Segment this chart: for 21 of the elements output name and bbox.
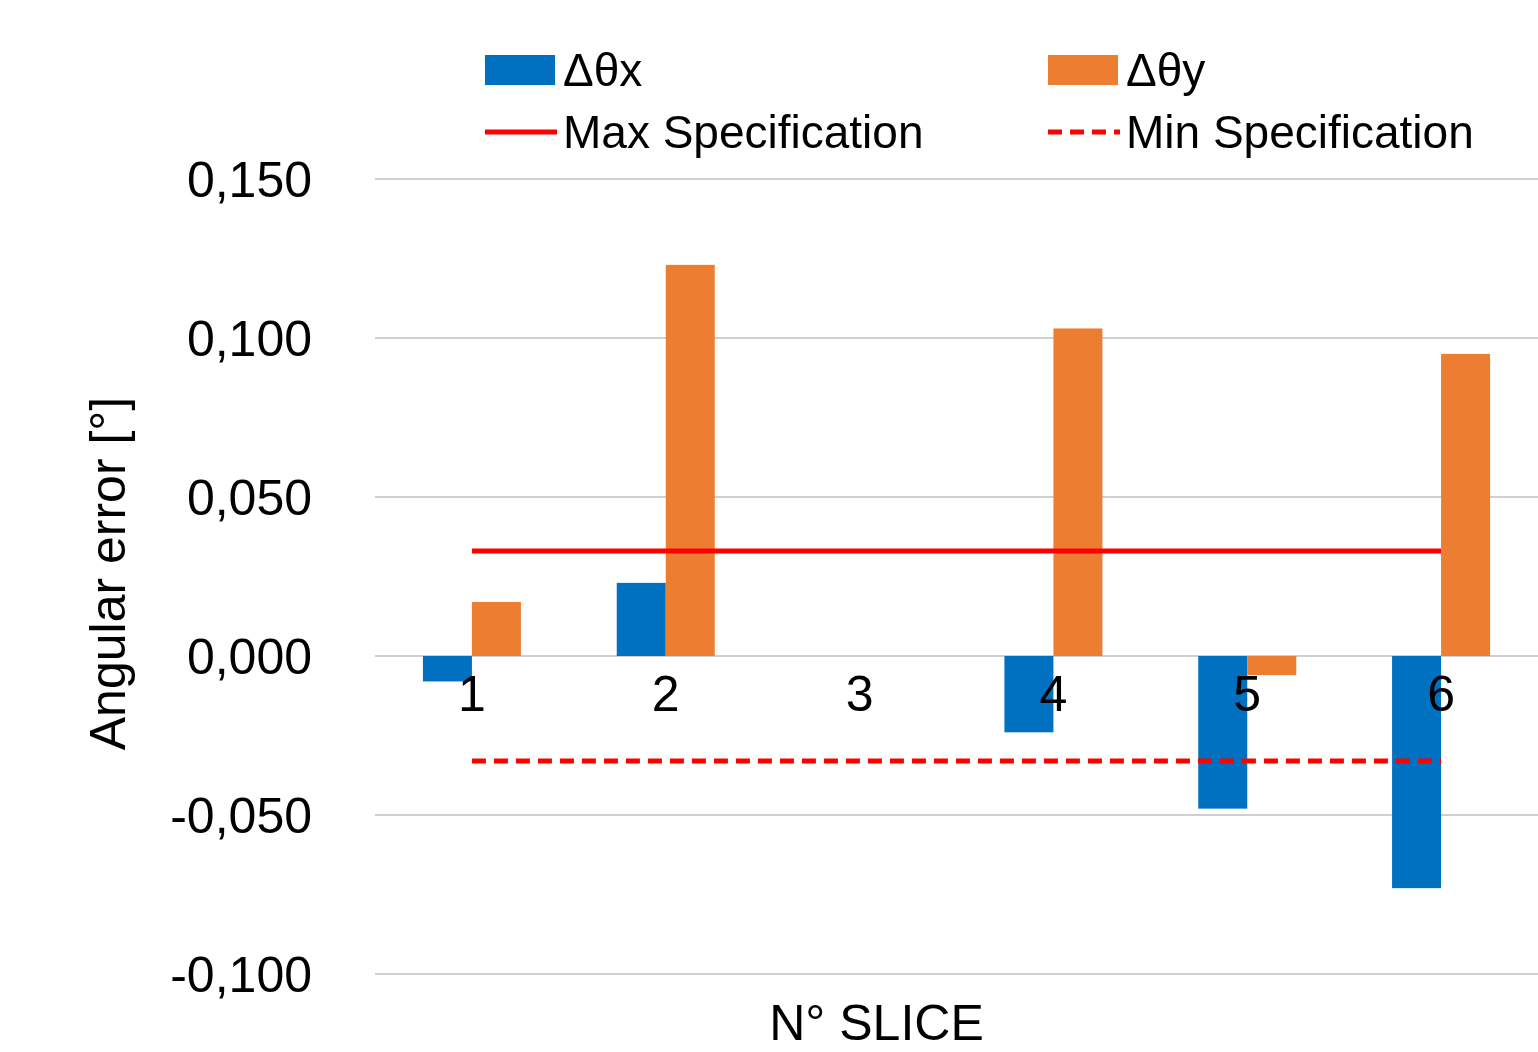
y-tick-label: -0,100 bbox=[170, 946, 312, 1003]
bar bbox=[616, 582, 666, 656]
x-tick-label: 2 bbox=[651, 666, 680, 722]
x-tick-label: 3 bbox=[845, 666, 874, 722]
x-axis-title: N° SLICE bbox=[769, 995, 984, 1051]
legend-label: Δθx bbox=[563, 44, 643, 97]
y-tick-label: -0,050 bbox=[170, 787, 312, 844]
bar bbox=[1441, 353, 1491, 656]
legend-label: Δθy bbox=[1126, 44, 1206, 97]
legend-label: Min Specification bbox=[1126, 106, 1474, 159]
x-tick-label: 1 bbox=[458, 666, 486, 722]
y-tick-label: 0,050 bbox=[186, 469, 312, 526]
y-tick-label: 0,150 bbox=[186, 151, 312, 208]
y-tick-label: 0,000 bbox=[186, 628, 312, 685]
y-axis-title: Angular error [°] bbox=[80, 396, 136, 751]
bar bbox=[1053, 328, 1103, 656]
y-tick-label: 0,100 bbox=[186, 310, 312, 367]
legend-label: Max Specification bbox=[563, 106, 924, 159]
bar bbox=[665, 264, 715, 656]
bar bbox=[471, 601, 521, 656]
bar bbox=[1247, 656, 1297, 676]
